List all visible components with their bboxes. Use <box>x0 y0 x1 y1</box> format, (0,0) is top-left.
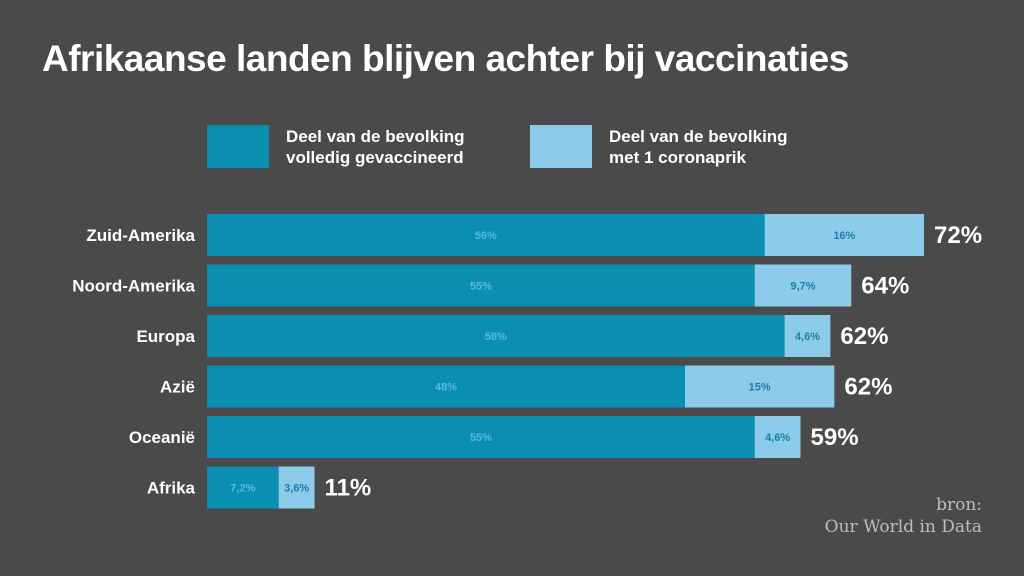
value-label-partial-europa: 4,6% <box>795 331 820 343</box>
source-line2: Our World in Data <box>824 517 982 537</box>
legend-label-full-line1: Deel van de bevolking <box>286 127 465 146</box>
legend-swatch-full <box>207 125 269 168</box>
category-label-europa: Europa <box>136 327 195 346</box>
bar-partial-noord-amerika <box>754 264 852 307</box>
total-label-zuid-amerika: 72% <box>934 222 982 249</box>
total-label-oceani-: 59% <box>811 424 859 451</box>
bar-partial-zuid-amerika <box>764 214 924 256</box>
bar-full-oceani- <box>207 416 755 458</box>
bar-partial-oceani- <box>754 416 801 458</box>
legend-swatch-partial <box>530 125 592 168</box>
total-label-azi-: 62% <box>844 374 892 401</box>
value-label-partial-noord-amerika: 9,7% <box>790 281 815 293</box>
category-label-oceani-: Oceanië <box>129 428 195 447</box>
value-label-full-oceani-: 55% <box>470 432 492 444</box>
bar-partial-europa <box>784 315 831 357</box>
bar-full-zuid-amerika <box>207 214 765 256</box>
bar-partial-azi- <box>685 365 835 408</box>
category-label-azi-: Azië <box>160 378 195 397</box>
legend-label-partial-line1: Deel van de bevolking <box>609 127 788 146</box>
value-label-full-noord-amerika: 55% <box>470 281 492 293</box>
bar-partial-afrika <box>278 466 315 509</box>
value-label-partial-azi-: 15% <box>749 382 771 394</box>
legend-label-partial: Deel van de bevolking met 1 coronaprik <box>609 126 859 168</box>
total-label-europa: 62% <box>840 323 888 350</box>
source-line1: bron: <box>936 495 982 515</box>
bar-full-europa <box>207 315 785 357</box>
value-label-full-europa: 58% <box>485 331 507 343</box>
legend-label-full-line2: volledig gevaccineerd <box>286 148 464 167</box>
chart-title: Afrikaanse landen blijven achter bij vac… <box>42 38 849 79</box>
value-label-full-afrika: 7,2% <box>230 483 255 495</box>
value-label-full-azi-: 48% <box>435 382 457 394</box>
source-note: bron: Our World in Data <box>825 494 982 538</box>
legend-label-partial-line2: met 1 coronaprik <box>609 148 746 167</box>
legend-label-full: Deel van de bevolking volledig gevaccine… <box>286 126 536 168</box>
value-label-partial-zuid-amerika: 16% <box>833 230 855 242</box>
bar-full-afrika <box>207 466 279 509</box>
value-label-full-zuid-amerika: 56% <box>475 230 497 242</box>
category-label-afrika: Afrika <box>147 479 196 498</box>
category-label-noord-amerika: Noord-Amerika <box>72 277 195 296</box>
total-label-afrika: 11% <box>325 475 372 502</box>
total-label-noord-amerika: 64% <box>861 273 909 300</box>
value-label-partial-oceani-: 4,6% <box>765 432 790 444</box>
bar-full-noord-amerika <box>207 264 755 307</box>
value-label-partial-afrika: 3,6% <box>284 483 309 495</box>
bar-full-azi- <box>207 365 685 408</box>
category-label-zuid-amerika: Zuid-Amerika <box>86 226 195 245</box>
